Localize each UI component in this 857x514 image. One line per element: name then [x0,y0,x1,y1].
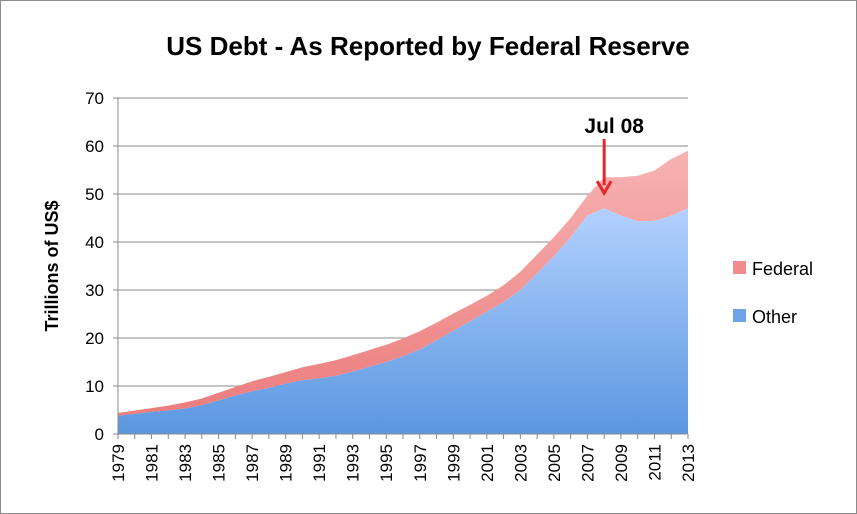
y-tick-label-0: 0 [95,425,104,444]
x-tick-label-1999: 1999 [444,444,463,482]
x-tick-label-1985: 1985 [210,444,229,482]
x-tick-label-2005: 2005 [545,444,564,482]
legend: Federal Other [733,259,813,327]
y-tick-label-70: 70 [85,89,104,108]
x-tick-label-1993: 1993 [344,444,363,482]
x-tick-label-2007: 2007 [578,444,597,482]
x-tick-label-2003: 2003 [511,444,530,482]
x-tick-label-1995: 1995 [377,444,396,482]
x-tick-label-1997: 1997 [411,444,430,482]
legend-swatch-federal [733,261,746,274]
legend-label-federal: Federal [752,259,813,279]
y-tick-label-20: 20 [85,329,104,348]
axes [113,97,689,439]
annotation-arrow-head [595,180,613,197]
y-tick-label-10: 10 [85,377,104,396]
y-tick-label-40: 40 [85,233,104,252]
chart-title: US Debt - As Reported by Federal Reserve [166,31,690,61]
y-axis-label: Trillions of US$ [42,200,62,331]
y-tick-labels: 0 10 20 30 40 50 60 70 [85,89,104,444]
series-area-federal [118,150,688,416]
x-tick-label-1983: 1983 [176,444,195,482]
x-tick-label-2013: 2013 [679,444,698,482]
y-tick-label-60: 60 [85,137,104,156]
plot-areas [118,150,688,434]
x-tick-label-2011: 2011 [645,444,664,481]
x-tick-label-1979: 1979 [109,444,128,482]
y-tick-label-30: 30 [85,281,104,300]
y-tick-label-50: 50 [85,185,104,204]
x-tick-labels: 1979 1981 1983 1985 1987 1989 1991 1993 1995 1997… [109,444,698,482]
x-tick-label-2001: 2001 [478,444,497,482]
series-area-other [118,208,688,434]
x-tick-label-1981: 1981 [143,444,162,482]
x-tick-label-1991: 1991 [310,444,329,482]
x-tick-label-1989: 1989 [277,444,296,482]
legend-label-other: Other [752,307,797,327]
x-tick-label-1987: 1987 [243,444,262,482]
annotation-label: Jul 08 [584,115,644,138]
x-tick-label-2009: 2009 [612,444,631,482]
legend-swatch-other [733,309,746,322]
annotations: Jul 08 [584,115,644,197]
